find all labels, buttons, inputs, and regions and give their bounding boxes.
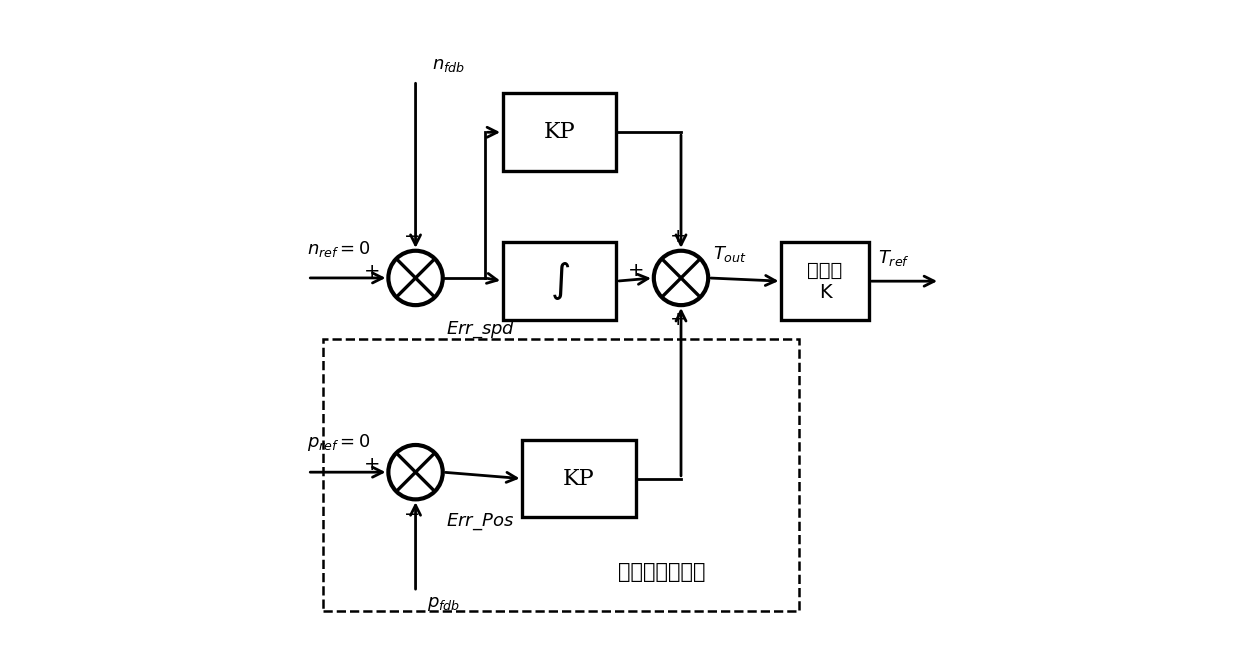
Text: $Err\_Pos$: $Err\_Pos$: [446, 511, 514, 532]
Text: 防溢坡补偿模块: 防溢坡补偿模块: [618, 562, 705, 582]
Text: $n_{fdb}$: $n_{fdb}$: [431, 56, 465, 74]
Text: KP: KP: [544, 121, 575, 143]
Text: $T_{out}$: $T_{out}$: [714, 244, 747, 264]
Bar: [523, 440, 636, 517]
Bar: [323, 340, 799, 611]
Text: KP: KP: [564, 468, 595, 490]
Text: $T_{ref}$: $T_{ref}$: [878, 248, 911, 268]
Text: +: +: [364, 262, 380, 281]
Text: $p_{fdb}$: $p_{fdb}$: [427, 595, 461, 613]
Text: +: +: [670, 227, 686, 246]
Text: $Err\_spd$: $Err\_spd$: [446, 318, 515, 340]
Bar: [503, 93, 616, 171]
Text: $n_{ref}=0$: $n_{ref}=0$: [307, 238, 370, 259]
Text: +: +: [628, 261, 644, 279]
Text: +: +: [364, 455, 380, 474]
Bar: [503, 242, 616, 320]
Text: +: +: [670, 310, 686, 329]
Text: −: −: [404, 227, 420, 246]
Text: −: −: [404, 505, 420, 524]
Text: 平滑化
K: 平滑化 K: [808, 261, 843, 302]
Text: $p_{ref}=0$: $p_{ref}=0$: [307, 432, 370, 453]
Text: $\int$: $\int$: [550, 260, 570, 302]
Bar: [782, 242, 869, 320]
